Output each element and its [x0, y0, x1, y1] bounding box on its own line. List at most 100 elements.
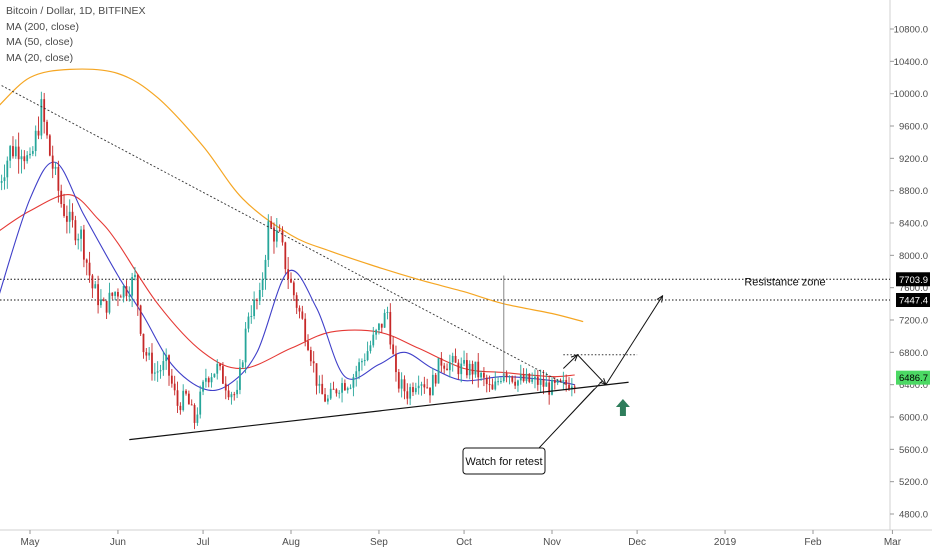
current-price-tag: 6486.7 — [899, 373, 928, 384]
candle-body — [125, 285, 128, 297]
projection-arrow-breakout — [605, 296, 663, 385]
up-arrow-icon — [615, 399, 630, 416]
indicator-ma20[interactable]: MA (20, close) — [6, 51, 74, 64]
candle-body — [491, 384, 494, 390]
candle-body — [522, 374, 525, 382]
candle-body — [485, 377, 488, 385]
candle-body — [83, 229, 85, 260]
time-tick-label: Sep — [370, 537, 388, 548]
candle-body — [159, 370, 162, 372]
candle-body — [151, 352, 153, 374]
candle-body — [468, 363, 471, 376]
candle-body — [335, 389, 338, 394]
candle-body — [162, 361, 165, 371]
candle-body — [500, 381, 502, 383]
candle-body — [46, 121, 48, 136]
candle-body — [139, 305, 142, 334]
candle-body — [536, 376, 539, 385]
candle-body — [20, 156, 23, 160]
candle-body — [321, 383, 324, 395]
price-tick-label: 6800.0 — [899, 348, 928, 359]
candle-body — [210, 377, 213, 383]
time-tick-label: Mar — [884, 537, 902, 548]
candle-body — [525, 373, 528, 382]
candle-body — [474, 361, 477, 375]
projection-arrow-down — [577, 354, 606, 385]
indicator-ma200[interactable]: MA (200, close) — [6, 20, 79, 33]
candle-body — [309, 350, 312, 362]
candle-body — [51, 155, 54, 169]
candle-body — [457, 362, 460, 375]
candle-body — [355, 371, 358, 378]
candle-body — [219, 363, 221, 367]
candle-body — [505, 373, 508, 378]
candle-body — [3, 177, 6, 182]
candle-body — [383, 312, 386, 328]
candle-body — [247, 316, 250, 329]
candle-body — [568, 384, 570, 390]
candle-body — [556, 379, 559, 383]
candle-body — [326, 398, 329, 402]
candle-body — [451, 355, 454, 363]
candle-body — [117, 291, 119, 297]
candle-body — [494, 381, 497, 390]
time-tick-label: May — [21, 537, 40, 548]
candle-body — [508, 376, 511, 378]
candle-body — [168, 355, 170, 376]
candle-body — [14, 146, 17, 157]
candle-body — [244, 328, 247, 363]
candle-body — [414, 388, 417, 393]
level-tag-7703-bg — [896, 272, 930, 287]
candle-body — [344, 383, 346, 391]
candle-body — [267, 221, 270, 260]
candle-body — [187, 393, 190, 405]
candle-body — [389, 311, 392, 345]
candle-body — [480, 372, 482, 378]
candle-body — [463, 360, 465, 364]
candle-body — [403, 379, 406, 392]
candle-body — [43, 99, 46, 122]
price-tick-label: 10400.0 — [894, 57, 928, 68]
candle-body — [534, 376, 536, 380]
candle-body — [380, 323, 383, 328]
candle-body — [204, 378, 207, 382]
candle-body — [119, 296, 122, 298]
price-tick-label: 6000.0 — [899, 413, 928, 424]
candle-body — [446, 368, 448, 371]
candle-body — [6, 160, 9, 178]
time-tick-label: Jul — [197, 537, 210, 548]
candle-body — [193, 405, 196, 423]
candle-body — [128, 295, 131, 297]
candle-body — [483, 372, 485, 378]
candle-body — [199, 391, 202, 415]
candle-body — [202, 381, 204, 392]
retest-callout-box[interactable] — [462, 447, 546, 475]
price-tick-label: 10000.0 — [894, 89, 928, 100]
candle-body — [437, 358, 440, 384]
candle-body — [145, 352, 148, 356]
candle-body — [471, 363, 474, 375]
indicator-ma50[interactable]: MA (50, close) — [6, 36, 74, 48]
candle-body — [26, 155, 29, 162]
ma50-line — [0, 194, 575, 378]
candle-body — [304, 318, 307, 342]
chart-legend: Bitcoin / Dollar, 1D, BITFINEX MA (200, … — [6, 4, 145, 66]
candle-body — [261, 279, 264, 291]
candle-body — [105, 300, 108, 313]
support-trendline[interactable] — [129, 381, 629, 441]
candle-body — [332, 388, 335, 390]
candle-body — [570, 386, 573, 390]
candle-body — [176, 390, 179, 406]
current-price-tag-bg — [896, 370, 930, 385]
candle-body — [429, 387, 431, 396]
price-tick-label: 5600.0 — [899, 445, 928, 456]
candle-body — [233, 394, 236, 396]
candle-body — [497, 381, 499, 383]
candle-body — [358, 362, 360, 372]
downtrend-line[interactable] — [1, 85, 567, 386]
candle-body — [519, 374, 522, 381]
price-tick-label: 8800.0 — [899, 186, 928, 197]
time-tick-label: Feb — [804, 537, 822, 548]
candle-body — [361, 361, 363, 363]
